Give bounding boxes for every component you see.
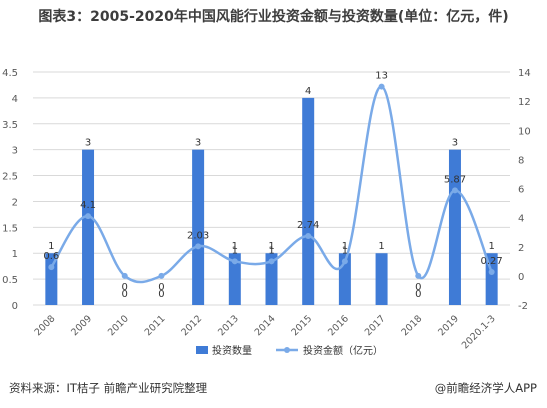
x-tick-label: 2008 (33, 313, 58, 338)
left-tick-label: 4.5 (2, 68, 18, 79)
bar-data-label: 0 (158, 289, 164, 300)
x-axis: 2008 2009 2010 2011 2012 2013 2014 2015 2016 2017… (33, 313, 498, 351)
line-point (48, 264, 55, 271)
line-point (305, 232, 312, 239)
left-tick-label: 3.5 (2, 120, 18, 131)
x-tick-label: 2010 (106, 313, 131, 338)
x-tick-label: 2013 (216, 313, 241, 338)
line-point (158, 272, 165, 279)
right-tick-label: 4 (518, 214, 524, 225)
line-point (341, 258, 348, 265)
bar-data-label: 1 (488, 241, 494, 252)
x-tick-label: 2020.1-3 (460, 313, 498, 351)
line-point (195, 243, 202, 250)
line-point (451, 187, 458, 194)
line-point (231, 258, 238, 265)
left-tick-label: 0.5 (2, 275, 18, 286)
line-point (488, 268, 495, 275)
bar (82, 149, 95, 305)
right-tick-label: 2 (518, 243, 524, 254)
x-tick-label: 2017 (363, 313, 388, 338)
right-tick-label: 12 (518, 97, 531, 108)
right-tick-label: 14 (518, 68, 531, 79)
line-data-label: 5.87 (444, 174, 466, 185)
bar (302, 97, 315, 305)
line-point (415, 272, 422, 279)
line-data-label: 2.74 (297, 220, 319, 231)
chart-title: 图表3：2005-2020年中国风能行业投资金额与投资数量(单位：亿元，件) (38, 9, 509, 25)
x-tick-label: 2012 (179, 313, 204, 338)
bar (375, 253, 388, 305)
x-tick-label: 2016 (326, 313, 351, 338)
legend-bar-label: 投资数量 (212, 344, 252, 357)
line-data-label: 4.1 (80, 200, 96, 211)
line-data-label: 0 (158, 282, 164, 293)
line-point (121, 272, 128, 279)
bar-data-label: 1 (378, 241, 384, 252)
brand-mark: @前瞻经济学人APP (434, 381, 537, 395)
bar (228, 253, 241, 305)
right-tick-label: 10 (518, 126, 531, 137)
line-data-label: 0 (122, 282, 128, 293)
line-data-label: 0.6 (43, 251, 59, 262)
source-note: 资料来源：IT桔子 前瞻产业研究院整理 (9, 381, 208, 395)
bar-data-label: 1 (268, 241, 274, 252)
line-data-label: 2.03 (187, 230, 209, 241)
legend: 投资数量 投资金额（亿元） (196, 344, 383, 357)
bar (448, 149, 461, 305)
x-tick-label: 2015 (289, 313, 314, 338)
line-data-label: 1 (342, 245, 348, 256)
line-data-label: 0 (415, 282, 421, 293)
left-axis: 0 0.5 1 1.5 2 2.5 3 3.5 4 4.5 (2, 68, 18, 312)
left-tick-label: 2 (12, 197, 18, 208)
line-point (85, 213, 92, 220)
right-tick-label: -2 (518, 301, 528, 312)
x-tick-label: 2014 (253, 313, 278, 338)
left-tick-label: 1.5 (2, 223, 18, 234)
bar (192, 149, 205, 305)
bar-data-label: 1 (342, 241, 348, 252)
x-tick-label: 2018 (400, 313, 425, 338)
bar-data-label: 3 (452, 138, 458, 149)
x-tick-label: 2019 (436, 313, 461, 338)
line-data-label: 1 (268, 245, 274, 256)
legend-line-marker (284, 347, 290, 353)
left-tick-label: 1 (12, 249, 18, 260)
line-point (268, 258, 275, 265)
legend-bar-swatch (196, 346, 208, 354)
right-axis: -2 0 2 4 6 8 10 12 14 (518, 68, 531, 312)
bar (45, 253, 58, 305)
x-tick-label: 2011 (143, 313, 168, 338)
bar-data-label: 3 (85, 138, 91, 149)
line-data-label: 1 (232, 245, 238, 256)
left-tick-label: 0 (12, 301, 18, 312)
bar-data-label: 3 (195, 138, 201, 149)
bar-data-label: 4 (305, 86, 311, 97)
left-tick-label: 4 (12, 94, 18, 105)
line-data-label: 0.27 (481, 256, 503, 267)
bar-data-label: 1 (48, 241, 54, 252)
x-tick-label: 2009 (69, 313, 94, 338)
line-data-label: 13 (375, 71, 388, 82)
bar-data-label: 1 (232, 241, 238, 252)
left-tick-label: 3 (12, 146, 18, 157)
legend-line-label: 投资金额（亿元） (303, 344, 383, 357)
bar (265, 253, 278, 305)
bar-data-label: 0 (415, 289, 421, 300)
left-tick-label: 2.5 (2, 172, 18, 183)
bar-data-label: 0 (122, 289, 128, 300)
right-tick-label: 0 (518, 272, 524, 283)
line-point (378, 83, 385, 90)
right-tick-label: 8 (518, 155, 524, 166)
right-tick-label: 6 (518, 185, 524, 196)
